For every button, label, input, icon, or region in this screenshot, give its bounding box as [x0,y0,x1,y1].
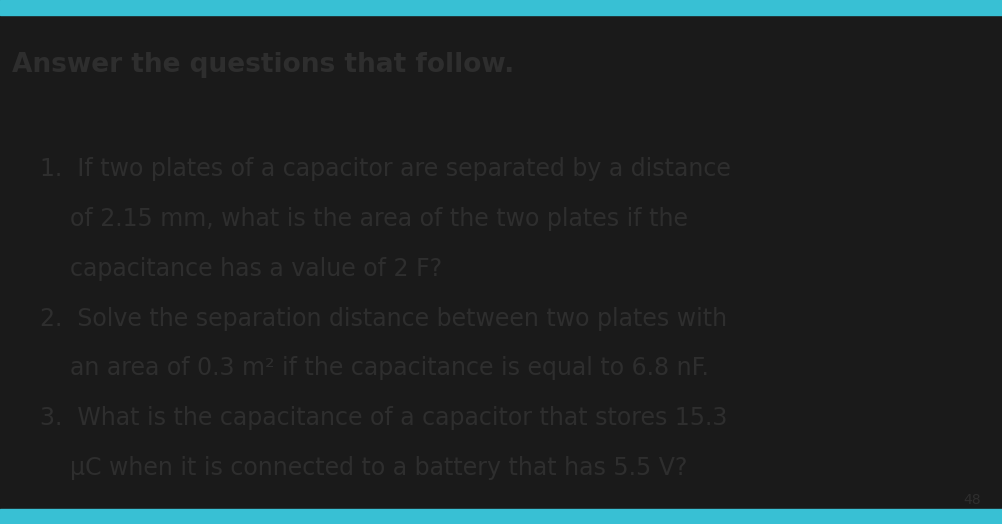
Bar [0,0,1002,15]
Text: of 2.15 mm, what is the area of the two plates if the: of 2.15 mm, what is the area of the two … [40,207,687,231]
Text: μC when it is connected to a battery that has 5.5 V?: μC when it is connected to a battery tha… [40,456,686,480]
Bar [0,509,1002,524]
Text: 2.  Solve the separation distance between two plates with: 2. Solve the separation distance between… [40,307,726,331]
Text: 1.  If two plates of a capacitor are separated by a distance: 1. If two plates of a capacitor are sepa… [40,157,730,181]
Text: 3.  What is the capacitance of a capacitor that stores 15.3: 3. What is the capacitance of a capacito… [40,406,726,430]
Text: capacitance has a value of 2 F?: capacitance has a value of 2 F? [40,257,442,281]
Text: Answer the questions that follow.: Answer the questions that follow. [12,52,514,79]
Text: 48: 48 [962,493,980,507]
Text: an area of 0.3 m² if the capacitance is equal to 6.8 nF.: an area of 0.3 m² if the capacitance is … [40,356,708,380]
